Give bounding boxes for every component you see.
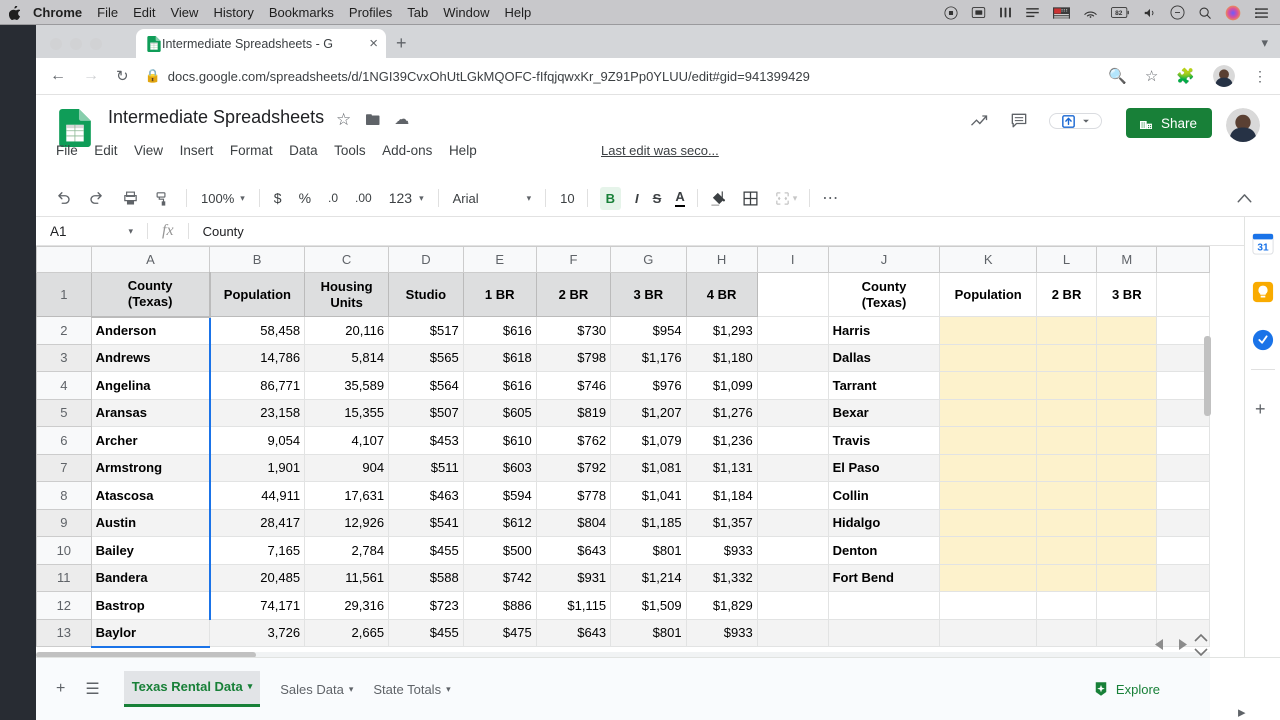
- svg-text:82: 82: [1115, 10, 1123, 17]
- svg-text:31: 31: [1257, 242, 1269, 253]
